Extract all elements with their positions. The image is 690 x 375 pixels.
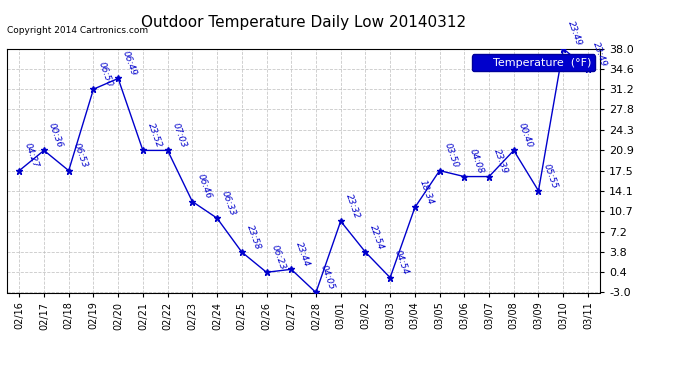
Text: 23:52: 23:52 [146, 122, 164, 149]
Text: 06:49: 06:49 [121, 50, 139, 77]
Text: 06:23: 06:23 [270, 244, 287, 271]
Text: 03:50: 03:50 [442, 142, 460, 170]
Text: 00:40: 00:40 [517, 122, 534, 149]
Text: 18:34: 18:34 [418, 179, 435, 206]
Text: 22:54: 22:54 [368, 224, 386, 251]
Text: 23:32: 23:32 [344, 192, 361, 220]
Text: 04:05: 04:05 [319, 264, 336, 291]
Text: 04:08: 04:08 [467, 148, 484, 176]
Text: 23:44: 23:44 [294, 241, 312, 268]
Text: 00:36: 00:36 [47, 122, 64, 149]
Text: 04:27: 04:27 [22, 142, 39, 170]
Text: 06:46: 06:46 [195, 173, 213, 200]
Text: Outdoor Temperature Daily Low 20140312: Outdoor Temperature Daily Low 20140312 [141, 15, 466, 30]
Text: 23:49: 23:49 [566, 20, 584, 48]
Text: 23:49: 23:49 [591, 40, 609, 68]
Text: 23:39: 23:39 [492, 148, 509, 176]
Text: 05:55: 05:55 [542, 162, 559, 190]
Legend: Temperature  (°F): Temperature (°F) [472, 54, 595, 71]
Text: 06:50: 06:50 [97, 60, 114, 88]
Text: 06:33: 06:33 [220, 189, 237, 217]
Text: 06:53: 06:53 [72, 142, 89, 170]
Text: 23:58: 23:58 [245, 224, 262, 251]
Text: 07:03: 07:03 [170, 122, 188, 149]
Text: Copyright 2014 Cartronics.com: Copyright 2014 Cartronics.com [7, 26, 148, 35]
Text: 04:54: 04:54 [393, 249, 411, 276]
